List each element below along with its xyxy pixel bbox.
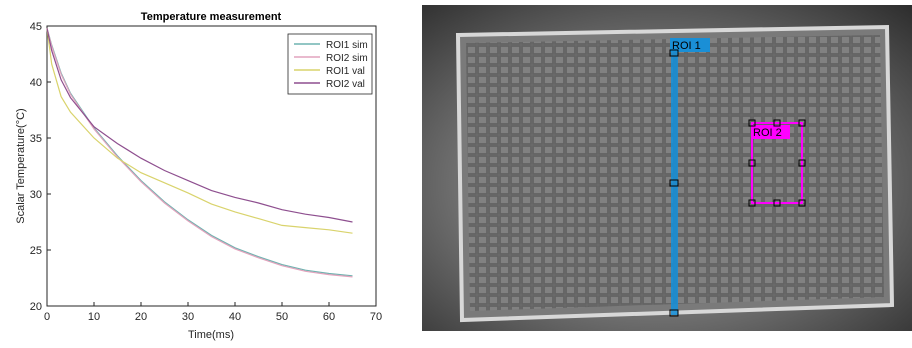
x-tick-label: 40 [229,311,241,323]
roi2-label-bg [752,125,790,139]
roi2-handle[interactable] [748,119,756,127]
roi2-handle[interactable] [773,119,781,127]
chart-title: Temperature measurement [141,11,282,23]
x-tick-label: 10 [88,311,100,323]
roi1-label-bg [670,38,710,52]
x-tick-label: 60 [323,311,335,323]
x-tick-label: 0 [44,311,50,323]
roi2-handles [748,119,806,207]
legend: ROI1 sim ROI2 sim ROI1 val ROI2 val [287,33,373,95]
y-tick-label: 40 [30,77,42,89]
series-line-roi1-val [46,28,353,234]
y-tick-label: 20 [30,301,42,313]
roi1-handle-middle[interactable] [669,179,679,187]
roi2-marker[interactable]: ROI 2 [748,119,806,207]
series-lines [46,28,353,278]
legend-items: ROI1 sim ROI2 sim ROI1 val ROI2 val [294,40,368,90]
legend-label: ROI1 val [326,66,365,77]
roi1-label: ROI 1 [672,40,701,52]
axis-ticks: 0 10 20 30 40 50 60 70 20 25 30 35 40 45 [30,21,382,323]
roi2-label: ROI 2 [753,127,782,139]
roi1-marker[interactable]: ROI 1 [669,38,710,317]
legend-label: ROI2 val [326,79,365,90]
x-tick-label: 20 [135,311,147,323]
series-line-roi2-sim [46,28,353,278]
roi1-handle-bottom[interactable] [669,309,679,317]
roi2-handle[interactable] [773,199,781,207]
x-tick-label: 70 [370,311,382,323]
temperature-chart: Temperature measurement Time(ms) Scalar … [0,0,400,343]
chart-svg: Temperature measurement Time(ms) Scalar … [15,11,382,341]
legend-label: ROI2 sim [326,53,368,64]
legend-label: ROI1 sim [326,40,368,51]
roi2-handle[interactable] [798,159,806,167]
y-tick-label: 35 [30,133,42,145]
x-axis-label: Time(ms) [188,329,234,341]
thermal-image: ROI 1 ROI 2 [422,5,912,331]
roi2-handle[interactable] [748,159,756,167]
thermal-image-panel: ROI 1 ROI 2 [422,5,912,331]
y-tick-label: 30 [30,189,42,201]
roi1-handle-top[interactable] [669,49,679,57]
roi2-handle[interactable] [798,199,806,207]
series-line-roi2-val [46,28,353,223]
y-axis-label: Scalar Temperature(°C) [15,108,27,223]
y-tick-label: 45 [30,21,42,33]
roi1-bar [671,49,678,315]
x-tick-label: 50 [276,311,288,323]
y-tick-label: 25 [30,245,42,257]
roi2-handle[interactable] [748,199,756,207]
roi2-handle[interactable] [798,119,806,127]
x-tick-label: 30 [182,311,194,323]
roi2-box [751,122,803,204]
